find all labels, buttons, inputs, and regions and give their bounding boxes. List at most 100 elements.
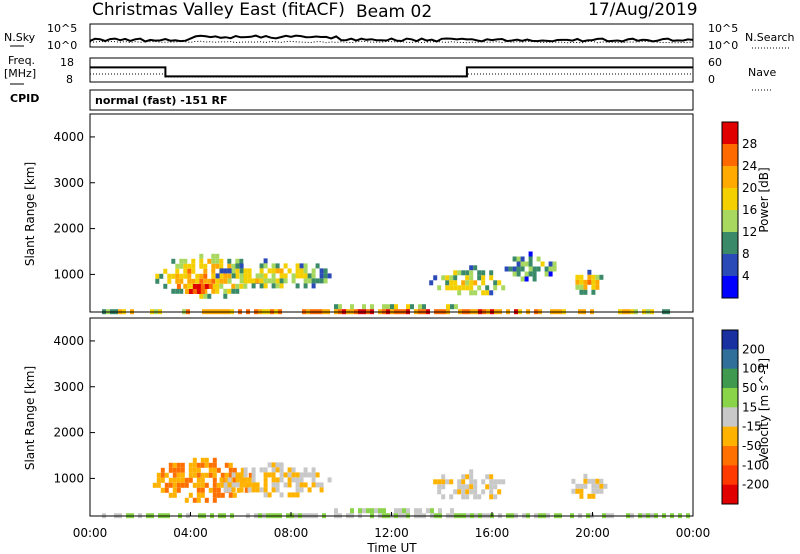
- echo-cell: [232, 467, 237, 473]
- echo-cell: [275, 487, 280, 493]
- freq-left-bottom-tick: 8: [66, 73, 73, 86]
- echo-cell: [200, 462, 205, 468]
- echo-cell: [191, 278, 196, 284]
- echo-cell: [493, 484, 498, 490]
- echo-cell: [244, 487, 249, 493]
- echo-cell: [469, 484, 474, 490]
- echo-cell: [243, 283, 248, 289]
- echo-cell: [291, 492, 296, 498]
- echo-cell: [406, 508, 410, 514]
- echo-cell: [219, 268, 224, 274]
- echo-cell: [267, 462, 272, 468]
- echo-cell: [441, 479, 446, 485]
- echo-cell: [311, 472, 316, 478]
- echo-cell: [183, 283, 188, 289]
- echo-cell: [220, 492, 225, 498]
- echo-cell: [536, 256, 541, 262]
- echo-cell: [449, 285, 454, 291]
- echo-cell: [311, 268, 316, 274]
- echo-cell: [295, 482, 300, 488]
- echo-cell: [512, 256, 517, 262]
- echo-cell: [457, 290, 462, 296]
- echo-cell: [579, 284, 584, 290]
- echo-cell: [211, 288, 216, 294]
- echo-cell: [180, 477, 185, 483]
- echo-cell: [235, 258, 240, 264]
- echo-cell: [216, 492, 221, 498]
- echo-cell: [303, 278, 308, 284]
- echo-cell: [163, 268, 168, 274]
- echo-cell: [160, 467, 165, 473]
- echo-cell: [445, 280, 450, 286]
- echo-cell: [450, 508, 454, 514]
- echo-cell: [575, 279, 580, 285]
- echo-cell: [192, 482, 197, 488]
- echo-cell: [240, 467, 245, 473]
- echo-cell: [485, 285, 490, 291]
- echo-cell: [200, 472, 205, 478]
- echo-cell: [212, 462, 217, 468]
- echo-cell: [406, 304, 410, 310]
- echo-cell: [461, 479, 466, 485]
- echo-cell: [267, 278, 272, 284]
- echo-cell: [449, 275, 454, 281]
- echo-cell: [200, 284, 205, 289]
- echo-cell: [528, 266, 533, 272]
- echo-cell: [204, 284, 209, 289]
- velocity-heatmap: [102, 457, 690, 519]
- echo-cell: [583, 284, 588, 290]
- echo-cell: [544, 271, 549, 277]
- echo-cell: [283, 482, 288, 488]
- echo-cell: [156, 482, 161, 488]
- echo-cell: [473, 484, 478, 490]
- echo-cell: [591, 284, 596, 290]
- echo-cell: [532, 271, 537, 277]
- colorbar-segment: [722, 254, 738, 277]
- echo-cell: [283, 278, 288, 284]
- echo-cell: [176, 467, 181, 473]
- echo-cell: [595, 488, 600, 494]
- echo-cell: [291, 467, 296, 473]
- nave-right-top-tick: 60: [708, 56, 722, 69]
- echo-cell: [386, 304, 390, 310]
- echo-cell: [307, 472, 312, 478]
- colorbar-tick: -15: [742, 420, 762, 434]
- echo-cell: [228, 462, 233, 468]
- echo-cell: [461, 489, 466, 495]
- echo-cell: [271, 462, 276, 468]
- echo-cell: [445, 275, 450, 281]
- echo-cell: [251, 283, 256, 289]
- echo-cell: [583, 279, 588, 285]
- echo-cell: [163, 283, 168, 289]
- echo-cell: [219, 477, 224, 483]
- echo-cell: [215, 278, 220, 284]
- echo-cell: [520, 261, 525, 267]
- echo-cell: [441, 484, 446, 490]
- echo-cell: [243, 273, 248, 279]
- colorbar-segment: [722, 484, 738, 505]
- echo-cell: [524, 261, 529, 267]
- echo-cell: [430, 508, 434, 514]
- echo-cell: [516, 261, 521, 267]
- echo-cell: [465, 474, 470, 480]
- echo-cell: [176, 284, 181, 289]
- echo-cell: [548, 271, 553, 277]
- echo-cell: [532, 276, 537, 282]
- echo-cell: [168, 467, 173, 473]
- echo-cell: [390, 304, 394, 310]
- velocity-colorbar: 200 100 50 15 -15 -50 -100 -200: [721, 329, 769, 505]
- colorbar-tick: 20: [742, 181, 757, 195]
- echo-cell: [287, 492, 292, 498]
- echo-cell: [473, 290, 478, 296]
- echo-cell: [319, 482, 324, 488]
- colorbar-tick: 200: [742, 342, 765, 356]
- echo-cell: [469, 280, 474, 286]
- x-tick-label: 00:00: [676, 526, 711, 540]
- echo-cell: [216, 482, 221, 488]
- echo-cell: [295, 472, 300, 478]
- echo-cell: [485, 290, 490, 296]
- colorbar-segment: [722, 144, 738, 167]
- echo-cell: [183, 273, 188, 279]
- echo-cell: [587, 493, 592, 499]
- echo-cell: [159, 273, 164, 279]
